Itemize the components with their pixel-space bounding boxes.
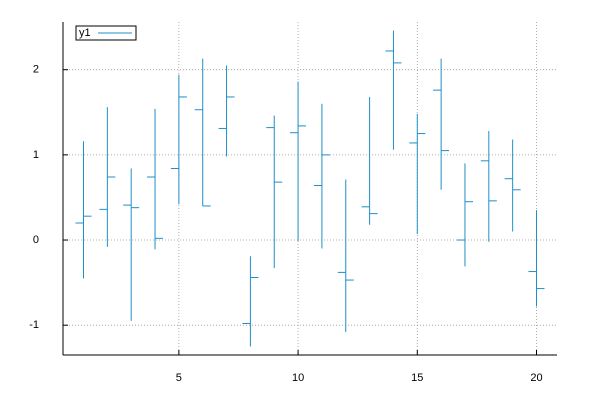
y-tick-label: 0 [33, 234, 39, 246]
x-tick-label: 10 [292, 372, 304, 384]
legend-label: y1 [79, 27, 91, 39]
legend-box [75, 25, 137, 41]
y-tick-label: -1 [29, 319, 39, 331]
x-tick-label: 15 [411, 372, 423, 384]
x-tick-label: 20 [530, 372, 542, 384]
x-tick-label: 5 [176, 372, 182, 384]
y-tick-label: 2 [33, 64, 39, 76]
y-tick-label: 1 [33, 149, 39, 161]
